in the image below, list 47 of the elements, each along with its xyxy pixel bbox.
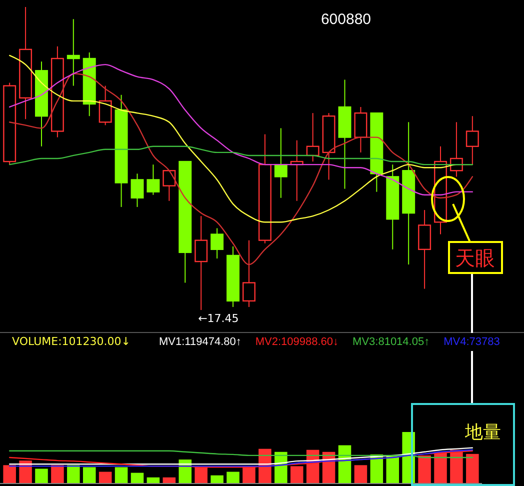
candlestick (130, 173, 144, 208)
bar (19, 460, 32, 483)
candlestick (306, 112, 320, 162)
bar (130, 472, 144, 483)
candlestick (194, 216, 208, 310)
text: MV1:119474.80↑ (159, 336, 242, 348)
text: MV3:81014.05↑ (352, 336, 430, 348)
candlestick (50, 46, 64, 138)
bar (386, 455, 400, 483)
bar (258, 448, 272, 483)
annotation: 地量 (464, 422, 501, 443)
chart-title: 600880 (320, 11, 372, 28)
bar (82, 467, 96, 483)
bar (114, 467, 128, 483)
candlestick (466, 116, 479, 166)
bar (194, 467, 208, 483)
annotation: 天眼 (455, 246, 495, 270)
candlestick (290, 140, 304, 202)
candlestick (418, 210, 432, 290)
bar (466, 454, 479, 483)
bar (146, 477, 160, 483)
bar (51, 465, 64, 483)
bar (434, 452, 447, 483)
bar (3, 465, 16, 483)
bar (290, 466, 304, 483)
text: VOLUME:101230.00↓ (12, 335, 130, 348)
candlestick (434, 146, 447, 235)
bar (226, 472, 240, 483)
text: MV2:109988.60↓ (255, 336, 339, 348)
bar (450, 450, 463, 483)
bar (210, 475, 224, 483)
candlestick (19, 6, 32, 120)
candlestick (274, 128, 288, 198)
bar (354, 465, 368, 483)
candlestick (242, 240, 256, 308)
bar (162, 477, 176, 483)
bar (418, 455, 431, 483)
bar (98, 472, 112, 483)
candlestick (450, 122, 463, 178)
bar (35, 468, 48, 483)
text: ←17.45 (198, 312, 239, 325)
bar (67, 465, 80, 483)
candlestick (66, 18, 80, 86)
candlestick (210, 228, 224, 259)
text: MV4:73783 (444, 336, 500, 348)
candlestick (354, 106, 368, 153)
candlestick (146, 164, 160, 196)
